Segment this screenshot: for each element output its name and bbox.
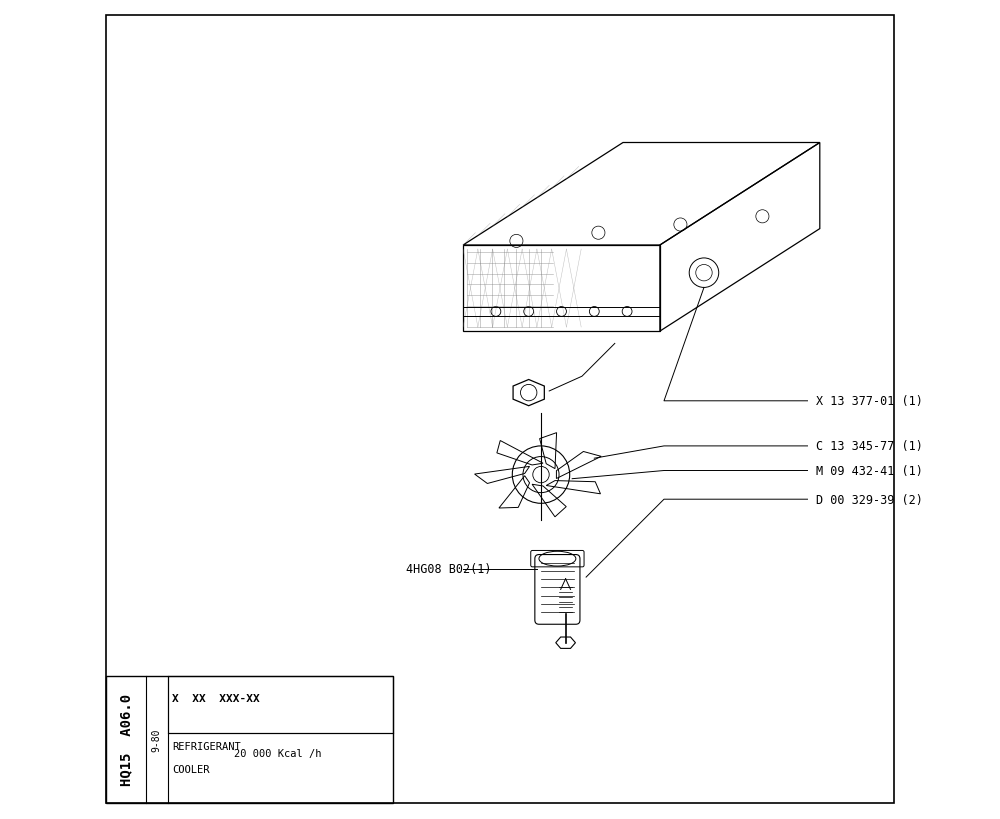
Text: C 13 345-77 (1): C 13 345-77 (1) xyxy=(816,440,923,453)
Bar xyxy=(168,676,393,733)
Text: M 09 432-41 (1): M 09 432-41 (1) xyxy=(816,464,923,477)
Text: 9-80: 9-80 xyxy=(151,727,161,751)
Text: 20 000 Kcal /h: 20 000 Kcal /h xyxy=(234,749,321,758)
Text: D 00 329-39 (2): D 00 329-39 (2) xyxy=(816,493,923,506)
Bar xyxy=(106,676,393,803)
Text: X 13 377-01 (1): X 13 377-01 (1) xyxy=(816,395,923,408)
Text: 4HG08 B02(1): 4HG08 B02(1) xyxy=(406,563,491,576)
Text: COOLER: COOLER xyxy=(172,764,210,774)
Text: X  XX  XXX-XX: X XX XXX-XX xyxy=(172,694,260,704)
Text: HQ15  A06.0: HQ15 A06.0 xyxy=(119,693,133,785)
Text: REFRIGERANT: REFRIGERANT xyxy=(172,741,241,751)
